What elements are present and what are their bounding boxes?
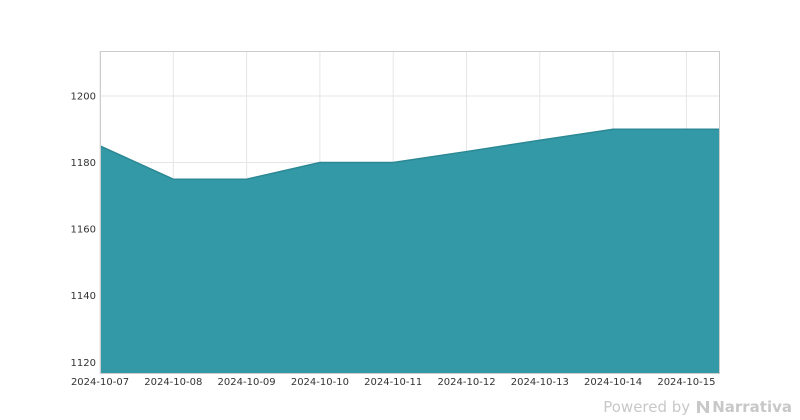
y-tick-label: 1180 <box>71 158 96 169</box>
x-tick-label: 2024-10-13 <box>511 377 569 388</box>
narrativa-logo: Narrativa <box>696 398 792 416</box>
x-axis-ticks: 2024-10-07 2024-10-08 2024-10-09 2024-10-10… <box>71 377 716 388</box>
area-line <box>99 128 720 180</box>
y-axis-ticks: 1120 1140 1160 1180 1200 <box>71 91 96 368</box>
plot-frame <box>100 51 720 374</box>
watermark: Powered by Narrativa <box>603 398 792 416</box>
x-tick-label: 2024-10-10 <box>291 377 349 388</box>
y-tick-label: 1140 <box>71 291 96 302</box>
x-tick-label: 2024-10-12 <box>437 377 495 388</box>
x-tick-label: 2024-10-11 <box>364 377 422 388</box>
x-tick-label: 2024-10-07 <box>71 377 129 388</box>
x-tick-label: 2024-10-09 <box>218 377 276 388</box>
y-tick-label: 1160 <box>71 225 96 236</box>
y-tick-label: 1200 <box>71 91 96 102</box>
y-tick-label: 1120 <box>71 358 96 369</box>
narrativa-icon <box>697 401 710 413</box>
powered-by-text: Powered by <box>603 398 691 416</box>
brand-name: Narrativa <box>712 398 792 416</box>
x-tick-label: 2024-10-14 <box>584 377 642 388</box>
x-tick-label: 2024-10-08 <box>144 377 202 388</box>
area-series <box>99 128 720 374</box>
area-fill <box>100 129 720 374</box>
axes <box>100 51 720 374</box>
x-tick-label: 2024-10-15 <box>657 377 715 388</box>
